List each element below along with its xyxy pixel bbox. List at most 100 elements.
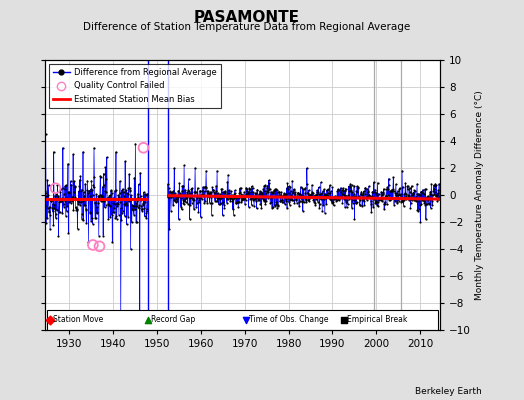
Point [434, 196, 442, 202]
Point [247, 202, 256, 208]
Point [383, 194, 391, 201]
Point [54, 209, 63, 216]
Point [239, 196, 247, 202]
Point [340, 192, 348, 198]
Point [125, 198, 133, 204]
Point [211, 192, 220, 199]
Point [353, 198, 361, 205]
Point [386, 195, 395, 201]
Point [114, 195, 123, 201]
Point [359, 188, 368, 194]
Point [232, 200, 241, 206]
Point [429, 188, 438, 194]
Point [363, 194, 372, 200]
Point [397, 199, 406, 205]
Point [343, 194, 351, 200]
Point [326, 196, 335, 202]
Point [159, 316, 168, 322]
Point [301, 190, 309, 196]
Point [195, 196, 203, 203]
Point [74, 188, 83, 195]
Point [340, 317, 348, 323]
Point [79, 148, 87, 155]
Point [303, 165, 311, 171]
Point [403, 186, 412, 192]
Point [180, 200, 188, 207]
Point [181, 199, 190, 206]
Point [395, 186, 403, 192]
Point [139, 189, 148, 195]
Point [187, 189, 195, 196]
Point [354, 194, 362, 200]
Point [277, 189, 286, 195]
Point [201, 198, 209, 204]
Point [133, 219, 141, 225]
Point [275, 189, 283, 195]
Point [384, 186, 392, 192]
Point [206, 189, 214, 196]
Point [430, 190, 439, 197]
Point [122, 200, 130, 206]
Point [399, 316, 407, 322]
Point [191, 189, 200, 195]
Point [373, 192, 381, 198]
Point [379, 191, 387, 198]
Point [192, 192, 201, 198]
Point [236, 185, 244, 192]
Point [63, 188, 72, 195]
Point [431, 183, 439, 189]
Point [344, 192, 353, 198]
Point [188, 195, 196, 202]
Point [98, 193, 106, 200]
Point [335, 194, 344, 200]
Point [316, 191, 324, 198]
Point [234, 198, 242, 205]
Point [256, 189, 265, 195]
Point [236, 190, 245, 197]
Point [269, 189, 277, 196]
Point [104, 194, 113, 201]
Point [75, 176, 84, 183]
Point [272, 199, 280, 206]
Point [274, 189, 282, 195]
Point [40, 193, 49, 200]
Point [355, 193, 364, 200]
Point [372, 199, 380, 205]
Point [43, 215, 51, 221]
Point [211, 190, 219, 196]
Point [427, 195, 435, 202]
Point [51, 206, 59, 212]
Point [372, 190, 380, 196]
Point [133, 198, 141, 204]
Point [252, 198, 260, 204]
Point [364, 188, 373, 194]
Point [279, 192, 288, 198]
Point [105, 192, 114, 198]
Point [102, 176, 111, 182]
Point [319, 195, 327, 201]
Point [138, 202, 147, 208]
Point [256, 194, 264, 200]
Point [224, 172, 232, 178]
Point [61, 198, 70, 204]
Point [357, 188, 366, 195]
Point [231, 193, 239, 199]
Point [118, 186, 127, 192]
Point [281, 201, 289, 207]
Point [239, 196, 248, 202]
Point [287, 188, 295, 194]
Point [73, 226, 82, 232]
Point [187, 194, 195, 200]
Point [173, 192, 182, 199]
Point [114, 192, 123, 198]
Point [81, 202, 89, 208]
Point [213, 198, 222, 205]
Point [199, 191, 208, 198]
Point [401, 180, 410, 186]
Point [143, 208, 151, 215]
Point [433, 191, 441, 198]
Point [308, 182, 316, 188]
Point [73, 206, 81, 212]
Point [307, 192, 315, 198]
Point [413, 181, 421, 187]
